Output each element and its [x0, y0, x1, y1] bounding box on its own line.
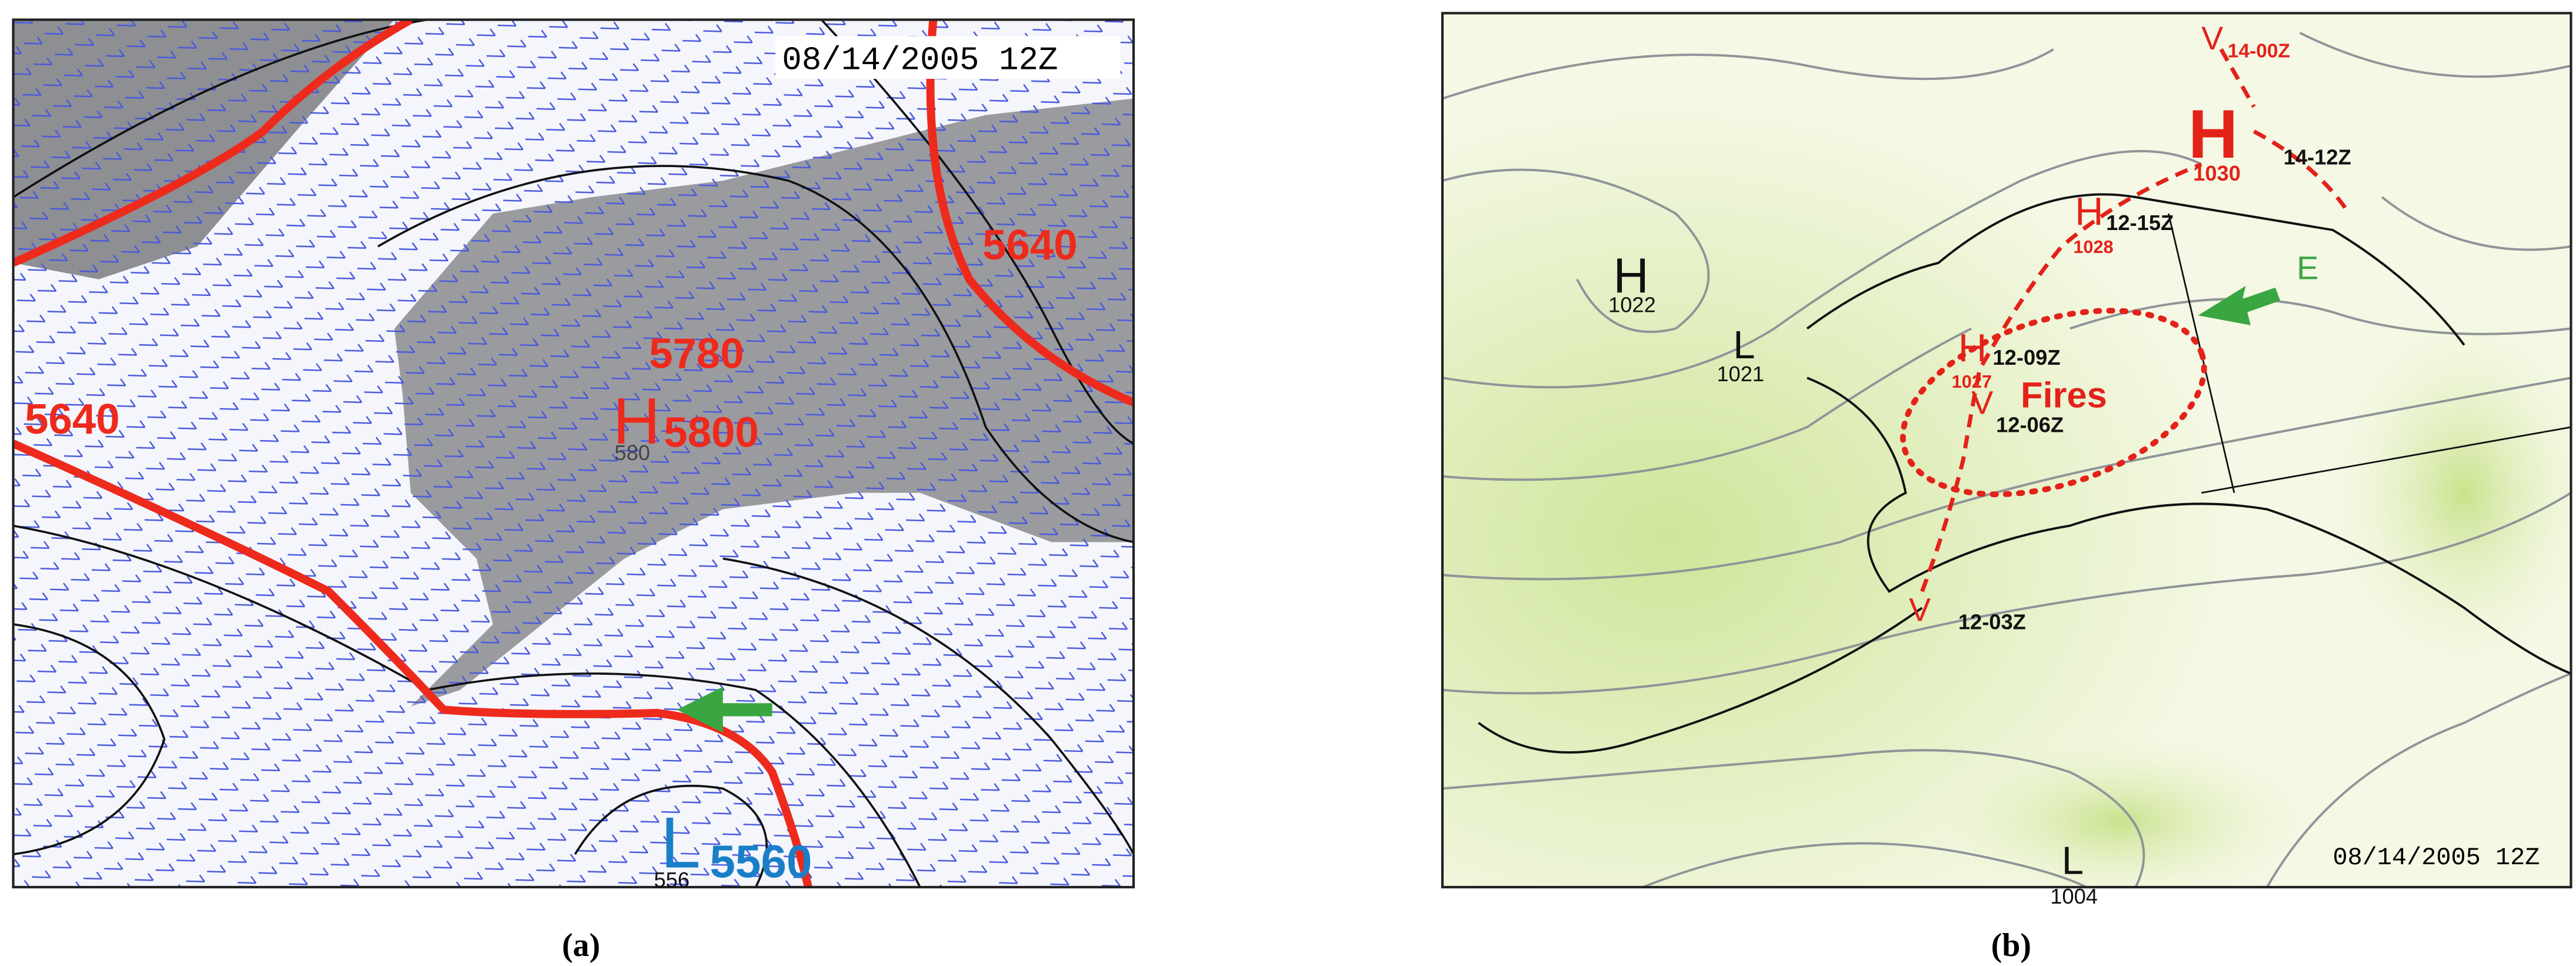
trajectory-marker: V — [1971, 384, 1993, 421]
time-label: 12-09Z — [1992, 345, 2060, 369]
time-label: 14-12Z — [2284, 145, 2351, 169]
coastline — [1478, 193, 2571, 754]
shading — [2316, 295, 2571, 690]
trajectory-marker: V — [2201, 19, 2223, 56]
panel-b-frame — [1441, 12, 2572, 889]
high-marker: H — [2075, 190, 2103, 234]
high-marker: H — [1958, 326, 1987, 370]
caption: (b) — [1991, 927, 2031, 964]
direction-label: E — [2297, 249, 2318, 287]
height-label: 5640 — [982, 221, 1078, 269]
panel-b-map — [1442, 13, 2571, 887]
panel-a-labels: 5640 5640 5780 H 5800 580 L 5560 556 — [25, 221, 1078, 892]
pressure-label: 1004 — [2050, 884, 2098, 908]
pressure-label: 1030 — [2193, 161, 2241, 185]
high-marker: H — [1613, 248, 1649, 303]
wind-barbs — [13, 19, 1134, 887]
time-label: 12-06Z — [1996, 412, 2064, 437]
high-marker: H — [613, 384, 661, 458]
timestamp: 08/14/2005 12Z — [782, 42, 1058, 79]
streamlines — [1442, 32, 2571, 887]
pressure-label: 1021 — [1717, 362, 1764, 386]
pressure-label: 1022 — [1608, 293, 1656, 317]
contour-value: 556 — [654, 868, 690, 892]
timestamp-box — [775, 36, 1121, 79]
panel-b-labels: V 14-00Z H 1030 14-12Z H 12-15Z 1028 E H… — [1608, 19, 2351, 908]
fire-region — [1899, 308, 2207, 498]
low-marker: L — [661, 802, 701, 883]
height-label: 5800 — [664, 409, 759, 457]
flow-arrow — [2198, 285, 2281, 325]
pressure-label: 1028 — [2073, 236, 2113, 257]
height-label: 5780 — [649, 330, 744, 378]
time-label: 12-03Z — [1958, 610, 2026, 634]
panel-a-map — [13, 19, 1134, 887]
time-label: 12-15Z — [2106, 211, 2174, 235]
trajectory — [1920, 48, 2351, 592]
height-label: 5640 — [25, 395, 120, 443]
high-marker: H — [2188, 95, 2238, 172]
flow-arrow — [677, 687, 772, 733]
low-marker: L — [1733, 323, 1755, 367]
pressure-label: 1027 — [1952, 371, 1992, 392]
contours — [13, 19, 1134, 887]
height-contours — [13, 19, 1134, 887]
time-label: 14-00Z — [2228, 41, 2290, 62]
panel-a-frame — [12, 18, 1135, 889]
timestamp: 08/14/2005 12Z — [2333, 844, 2540, 872]
trajectory-marker: V — [1909, 591, 1931, 628]
caption: (a) — [562, 927, 600, 964]
contour-value: 580 — [615, 441, 651, 465]
fires-label: Fires — [2021, 375, 2107, 416]
low-marker: L — [2062, 839, 2084, 883]
height-label: 5560 — [710, 835, 812, 887]
